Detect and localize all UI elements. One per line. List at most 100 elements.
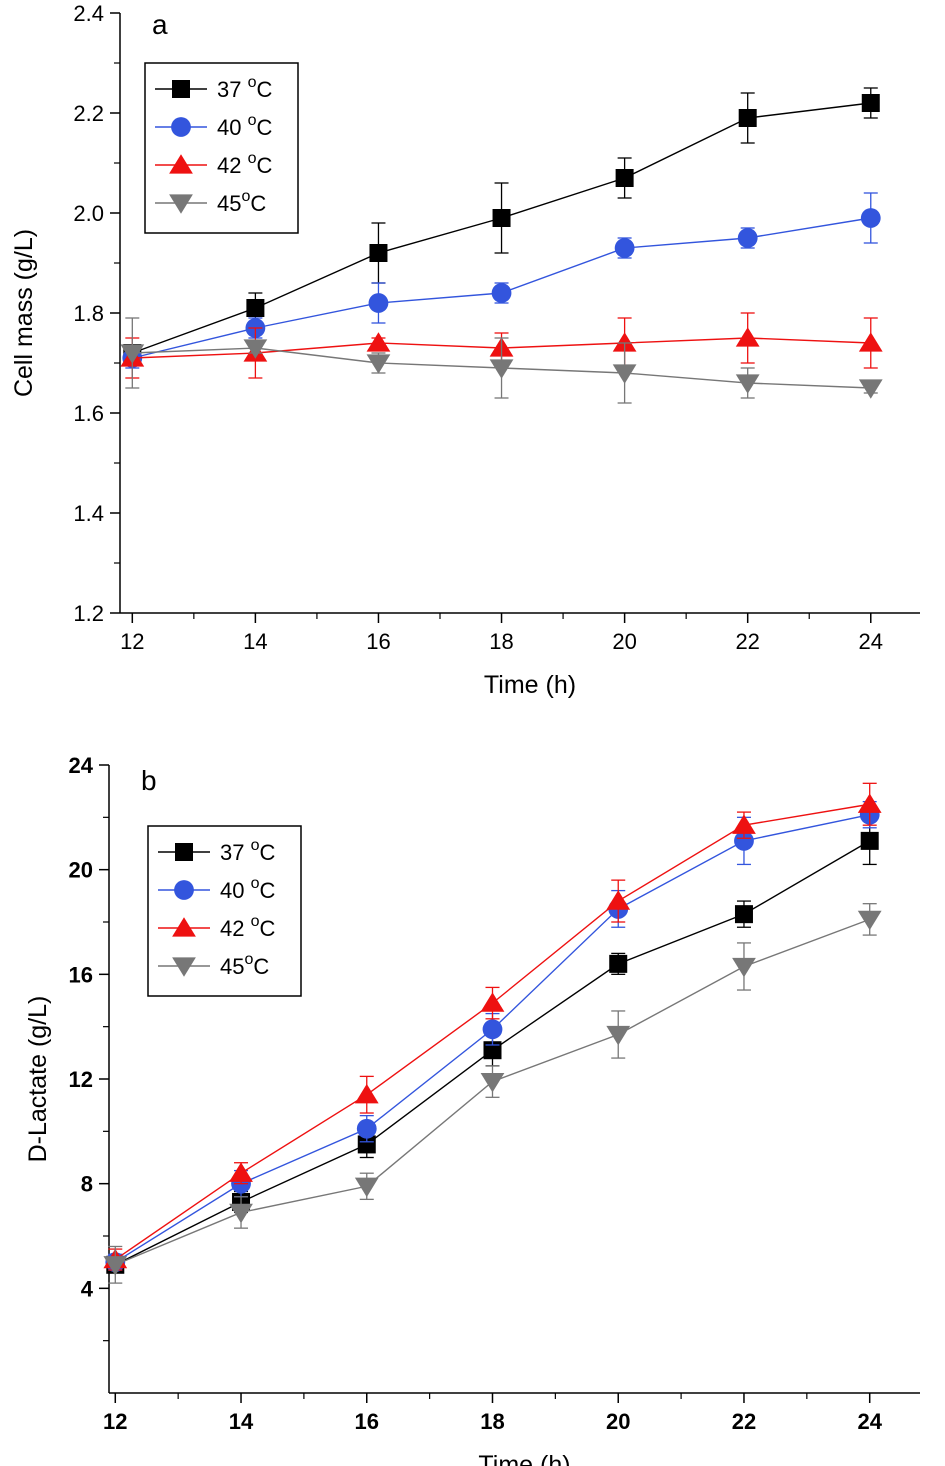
- legend-label: 42 oC: [220, 913, 276, 941]
- legend-marker: [169, 194, 193, 214]
- legend-marker: [172, 917, 196, 937]
- x-tick-label: 18: [489, 629, 513, 654]
- data-point: [734, 905, 753, 924]
- series-3: [120, 317, 883, 404]
- legend-marker: [172, 80, 190, 98]
- legend-label: 42 oC: [217, 150, 273, 178]
- x-tick-label: 24: [859, 629, 883, 654]
- data-point: [120, 344, 145, 364]
- x-tick-label: 16: [355, 1409, 379, 1434]
- legend-marker: [171, 117, 191, 137]
- x-tick-label: 18: [480, 1409, 504, 1434]
- y-tick-label: 2.4: [73, 1, 104, 26]
- legend-box: [147, 825, 302, 997]
- y-axis-title: Cell mass (g/L): [10, 229, 38, 397]
- series-3: [103, 903, 882, 1284]
- data-point: [857, 793, 882, 813]
- data-point: [612, 364, 637, 384]
- y-tick-label: 16: [69, 962, 93, 987]
- legend-label: 40 oC: [217, 112, 273, 140]
- panel-label: b: [141, 765, 157, 796]
- x-tick-label: 12: [103, 1409, 127, 1434]
- x-axis-title: Time (h): [484, 671, 576, 699]
- data-point: [606, 890, 631, 910]
- y-tick-label: 8: [81, 1172, 93, 1197]
- data-point: [857, 910, 882, 931]
- y-tick-label: 1.8: [73, 301, 104, 326]
- x-tick-label: 20: [612, 629, 636, 654]
- y-tick-label: 20: [69, 858, 93, 883]
- data-point: [858, 379, 883, 399]
- data-point: [491, 283, 512, 303]
- y-tick-label: 2.0: [73, 201, 104, 226]
- legend-label: 40 oC: [220, 875, 276, 903]
- y-tick-label: 2.2: [73, 101, 104, 126]
- data-point: [229, 1162, 253, 1182]
- y-tick-label: 1.6: [73, 401, 104, 426]
- data-point: [735, 374, 760, 394]
- data-point: [368, 293, 389, 313]
- x-tick-label: 22: [732, 1409, 756, 1434]
- x-tick-label: 22: [735, 629, 759, 654]
- data-point: [483, 1041, 502, 1060]
- data-point: [229, 1203, 253, 1224]
- legend: 37 oC 40 oC 42 oC 45oC: [147, 825, 302, 997]
- data-point: [732, 957, 756, 978]
- data-point: [858, 332, 883, 352]
- data-point: [492, 209, 511, 227]
- data-point: [357, 1135, 376, 1154]
- x-tick-label: 12: [120, 629, 144, 654]
- chart-panel-b: 12 14 16 18 20 22 24 4 8 12 16 20 24 Time (h) D-Lactat…: [24, 753, 920, 1466]
- legend-label: 37 oC: [217, 74, 273, 102]
- legend-box: [144, 62, 299, 234]
- data-point: [103, 1256, 128, 1276]
- y-tick-label: 1.4: [73, 501, 104, 526]
- legend-label: 37 oC: [220, 837, 276, 865]
- data-point: [860, 208, 881, 228]
- data-point: [369, 244, 388, 262]
- x-tick-label: 16: [366, 629, 390, 654]
- data-point: [354, 1083, 379, 1104]
- legend-marker: [172, 957, 196, 977]
- data-point: [735, 327, 760, 347]
- data-point: [480, 1072, 505, 1093]
- legend-label: 45oC: [220, 951, 269, 979]
- data-point: [366, 354, 391, 374]
- x-tick-label: 14: [243, 629, 267, 654]
- panel-label: a: [152, 9, 168, 40]
- data-point: [615, 169, 634, 187]
- y-axis-title: D-Lactate (g/L): [24, 996, 52, 1163]
- data-point: [480, 992, 505, 1012]
- data-point: [738, 109, 757, 127]
- chart-panel-a: 12 14 16 18 20 22 24 1.2 1.4 1.6 1.8 2.0 2.2 2.4 Time …: [10, 1, 920, 699]
- y-tick-label: 1.2: [73, 601, 104, 626]
- legend-marker: [174, 880, 194, 900]
- x-tick-label: 20: [606, 1409, 630, 1434]
- data-point: [860, 831, 879, 850]
- x-axis-title: Time (h): [478, 1451, 570, 1466]
- data-point: [609, 954, 628, 973]
- legend-marker: [169, 154, 193, 174]
- data-point: [246, 299, 265, 317]
- y-tick-label: 12: [69, 1067, 93, 1092]
- data-point: [356, 1118, 377, 1139]
- x-tick-label: 24: [857, 1409, 882, 1434]
- data-point: [354, 1177, 379, 1198]
- data-point: [861, 94, 880, 112]
- data-point: [243, 339, 268, 359]
- data-point: [482, 1019, 503, 1040]
- data-point: [732, 814, 756, 834]
- data-point: [489, 359, 514, 379]
- data-point: [366, 332, 391, 352]
- y-tick-label: 24: [69, 753, 94, 778]
- data-point: [612, 332, 637, 352]
- x-tick-label: 14: [229, 1409, 254, 1434]
- data-point: [606, 1025, 631, 1046]
- data-point: [614, 238, 635, 258]
- data-point: [737, 228, 758, 248]
- legend-label: 45oC: [217, 188, 266, 216]
- legend: 37 oC 40 oC 42 oC 45oC: [144, 62, 299, 234]
- legend-marker: [175, 843, 193, 861]
- data-point: [734, 830, 754, 851]
- y-tick-label: 4: [81, 1276, 94, 1301]
